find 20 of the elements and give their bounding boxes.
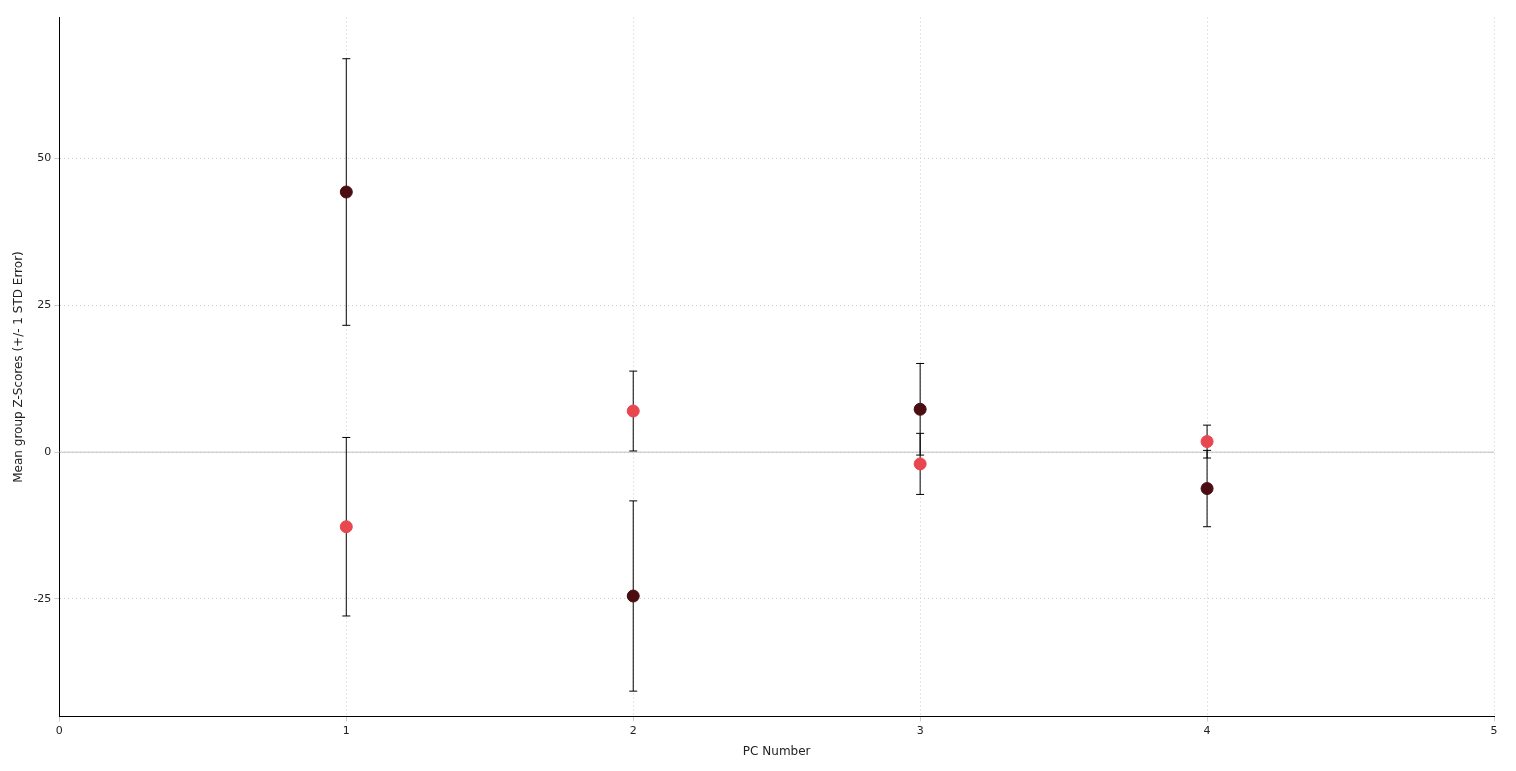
y-tick-label: 50 [37, 151, 52, 165]
point [626, 404, 640, 418]
x-axis-title: PC Number [742, 743, 811, 758]
x-tick-label: 4 [1203, 723, 1211, 737]
x-tick-label: 2 [629, 723, 637, 737]
point [913, 457, 927, 471]
y-tick-label: 0 [44, 445, 52, 459]
y-tick-label: 25 [37, 298, 52, 312]
x-tick-label: 3 [916, 723, 924, 737]
x-tick-label: 5 [1490, 723, 1498, 737]
point [913, 402, 927, 416]
point [339, 520, 353, 534]
point [339, 185, 353, 199]
point [1200, 435, 1214, 449]
point [1200, 482, 1214, 496]
y-tick-label: -25 [33, 591, 52, 605]
y-axis-title: Mean group Z-Scores (+/- 1 STD Error) [11, 251, 26, 483]
x-tick-label: 1 [342, 723, 350, 737]
x-tick-label: 0 [55, 723, 63, 737]
point [626, 589, 640, 603]
